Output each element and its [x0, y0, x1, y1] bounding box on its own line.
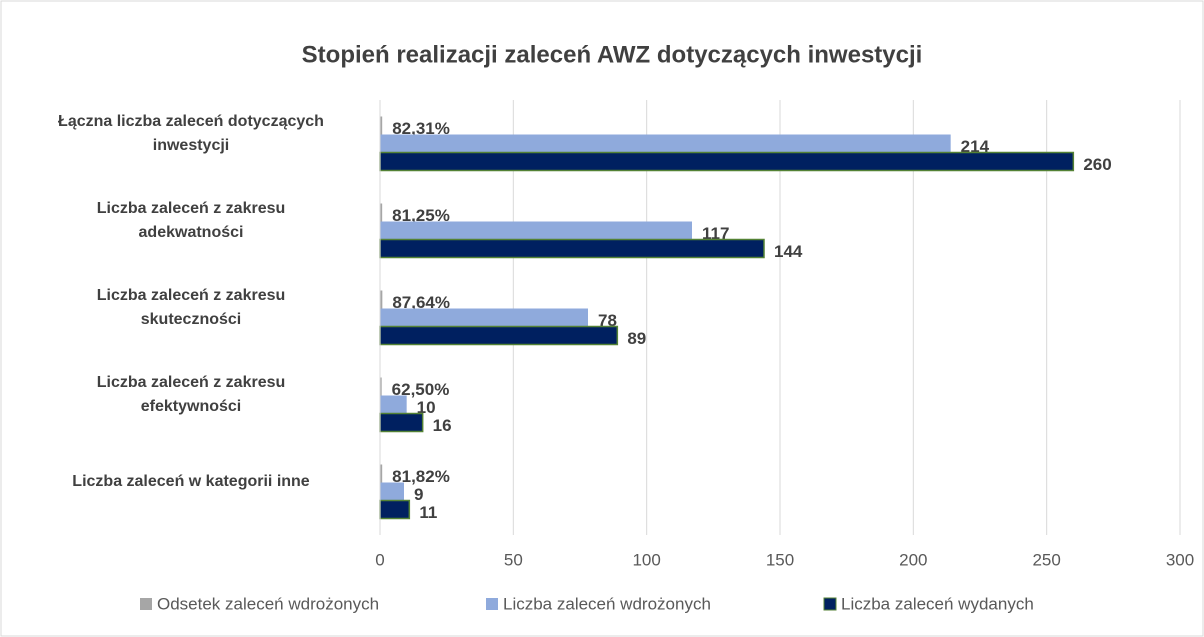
x-tick-label: 300	[1166, 550, 1194, 569]
value-label: 260	[1083, 155, 1111, 174]
bar	[380, 290, 383, 309]
bar	[379, 412, 424, 433]
bar	[380, 203, 383, 222]
x-tick-label: 100	[632, 550, 660, 569]
value-label: 89	[627, 329, 646, 348]
bar	[379, 325, 619, 346]
value-label: 78	[598, 311, 617, 330]
value-label: 144	[774, 242, 803, 261]
value-label: 214	[961, 137, 990, 156]
value-label: 81,25%	[392, 206, 450, 225]
legend-swatch	[140, 598, 152, 610]
y-tick-label: Liczba zaleceń z zakresu efektywności	[96, 373, 286, 415]
x-tick-label: 200	[899, 550, 927, 569]
y-tick-label: Liczba zaleceń w kategorii inne	[72, 472, 310, 490]
y-tick-label: Liczba zaleceń z zakresu skuteczności	[96, 286, 286, 328]
legend-label: Liczba zaleceń wydanych	[841, 594, 1034, 613]
bar	[380, 308, 588, 327]
value-label: 87,64%	[392, 293, 450, 312]
value-label: 16	[433, 416, 452, 435]
y-tick-label: Łączna liczba zaleceń dotyczących inwest…	[58, 112, 324, 154]
bar	[379, 151, 1075, 172]
value-label: 9	[414, 485, 423, 504]
bar	[379, 499, 411, 520]
value-label: 11	[419, 503, 437, 522]
chart-title: Stopień realizacji zaleceń AWZ dotyczący…	[302, 41, 923, 68]
x-tick-label: 50	[504, 550, 523, 569]
legend-swatch	[823, 597, 837, 611]
bar	[380, 116, 383, 135]
bar	[380, 395, 407, 414]
value-label: 117	[702, 224, 729, 243]
value-label: 62,50%	[392, 380, 450, 399]
bar	[380, 377, 382, 396]
bar	[380, 482, 404, 501]
value-label: 81,82%	[392, 467, 450, 486]
value-label: 10	[417, 398, 436, 417]
legend-label: Odsetek zaleceń wdrożonych	[157, 594, 379, 613]
bar	[380, 464, 383, 483]
legend-label: Liczba zaleceń wdrożonych	[503, 594, 711, 613]
x-tick-label: 250	[1032, 550, 1060, 569]
value-label: 82,31%	[392, 119, 450, 138]
bar	[379, 238, 765, 259]
x-tick-label: 150	[766, 550, 794, 569]
legend-swatch	[486, 598, 498, 610]
bar	[380, 134, 951, 153]
x-tick-label: 0	[375, 550, 384, 569]
bar	[380, 221, 692, 240]
y-tick-label: Liczba zaleceń z zakresu adekwatności	[96, 199, 286, 241]
